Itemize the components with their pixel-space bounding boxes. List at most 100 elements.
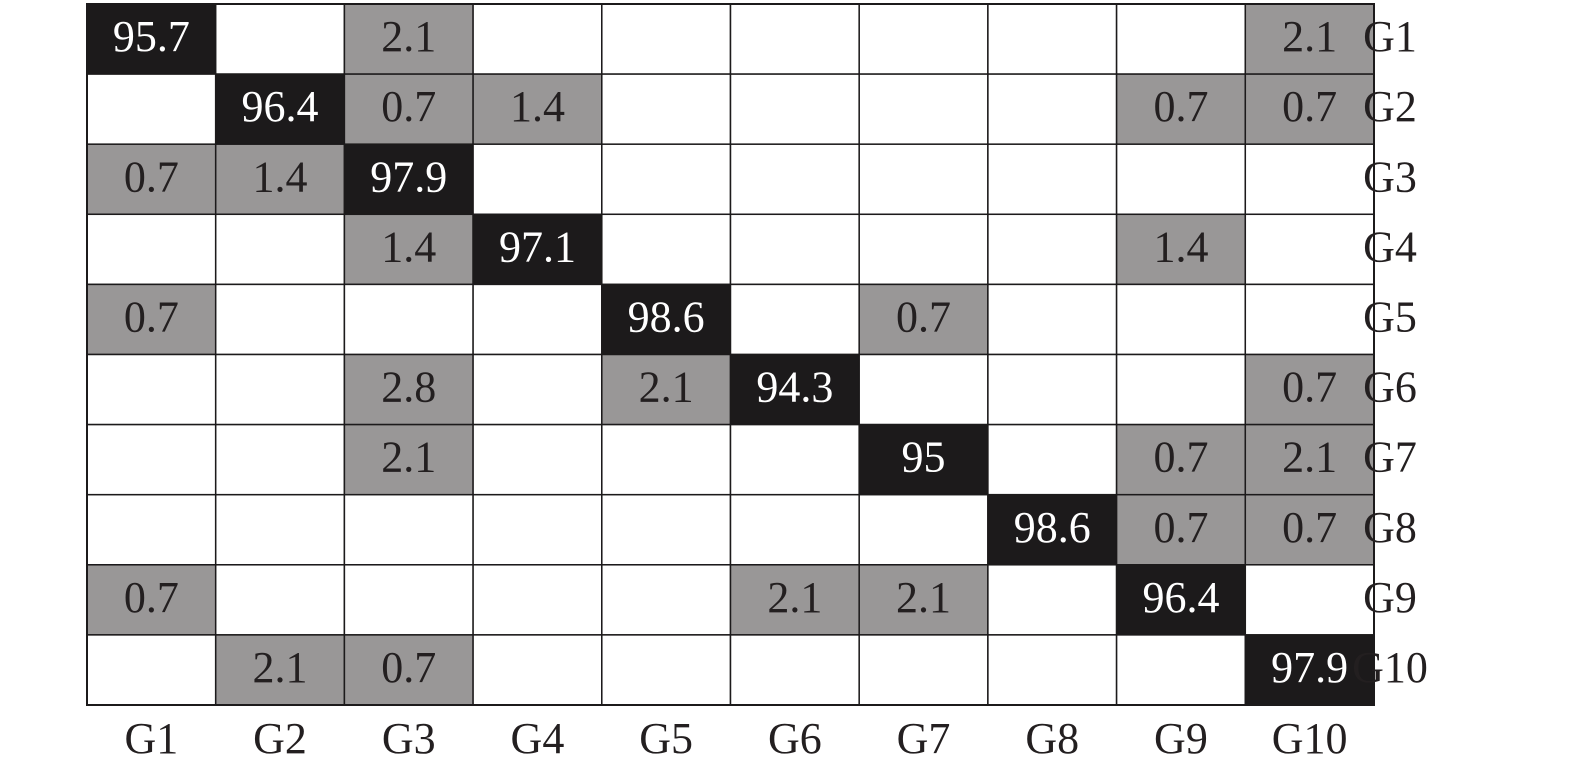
cell bbox=[343, 213, 474, 286]
y-tick-label: G2 bbox=[1363, 82, 1417, 131]
cell-label: 0.7 bbox=[1282, 363, 1337, 412]
cell-label: 2.1 bbox=[381, 433, 436, 482]
x-tick-label: G4 bbox=[511, 714, 565, 763]
x-tick-label: G7 bbox=[897, 714, 951, 763]
cell bbox=[729, 423, 860, 496]
cell bbox=[858, 143, 989, 216]
cell bbox=[1244, 423, 1375, 496]
cell bbox=[987, 283, 1118, 356]
cell bbox=[987, 3, 1118, 75]
cell-label: 96.4 bbox=[1142, 573, 1219, 622]
cell-label: 2.1 bbox=[639, 363, 694, 412]
cell bbox=[1115, 283, 1247, 356]
cell bbox=[858, 634, 989, 706]
cell bbox=[601, 634, 732, 706]
cell bbox=[729, 634, 860, 706]
cell bbox=[214, 3, 346, 75]
cell bbox=[987, 564, 1118, 636]
cell bbox=[1244, 283, 1375, 356]
cell-label: 97.9 bbox=[370, 152, 447, 201]
cell bbox=[858, 3, 989, 75]
cell bbox=[472, 353, 603, 426]
cell bbox=[86, 73, 217, 145]
cell bbox=[86, 564, 217, 636]
y-tick-label: G5 bbox=[1363, 293, 1417, 342]
cell bbox=[86, 3, 217, 75]
cell bbox=[987, 73, 1118, 145]
cell bbox=[858, 353, 989, 426]
cell bbox=[343, 353, 474, 426]
x-tick-label: G8 bbox=[1025, 714, 1079, 763]
cell bbox=[858, 73, 989, 145]
cell bbox=[472, 493, 603, 566]
cell-label: 2.1 bbox=[767, 573, 822, 622]
cell bbox=[472, 3, 603, 75]
cell-label: 97.1 bbox=[499, 222, 576, 271]
cell bbox=[343, 493, 474, 566]
cell bbox=[472, 564, 603, 636]
cell bbox=[1115, 213, 1247, 286]
cell bbox=[858, 283, 989, 356]
cell bbox=[214, 283, 346, 356]
cell bbox=[987, 634, 1118, 706]
cell bbox=[1115, 493, 1247, 566]
cell bbox=[601, 493, 732, 566]
cell bbox=[987, 353, 1118, 426]
y-tick-label: G6 bbox=[1363, 363, 1417, 412]
cell bbox=[601, 423, 732, 496]
cell bbox=[1115, 634, 1247, 706]
cell-label: 1.4 bbox=[381, 222, 436, 271]
cell-label: 2.8 bbox=[381, 363, 436, 412]
cell-label: 95.7 bbox=[113, 12, 190, 61]
cell-label: 0.7 bbox=[1153, 433, 1208, 482]
cell bbox=[729, 3, 860, 75]
cell bbox=[86, 353, 217, 426]
cell-label: 97.9 bbox=[1271, 643, 1348, 692]
cell bbox=[86, 213, 217, 286]
y-tick-label: G1 bbox=[1363, 12, 1417, 61]
cell bbox=[858, 493, 989, 566]
cell bbox=[1115, 3, 1247, 75]
cell bbox=[86, 423, 217, 496]
cell-label: 1.4 bbox=[510, 82, 565, 131]
cell bbox=[601, 564, 732, 636]
cell-label: 0.7 bbox=[124, 152, 179, 201]
cell bbox=[858, 423, 989, 496]
y-tick-label: G9 bbox=[1363, 573, 1417, 622]
y-tick-label: G7 bbox=[1363, 433, 1417, 482]
y-tick-label: G10 bbox=[1352, 643, 1428, 692]
cell bbox=[601, 213, 732, 286]
frame bbox=[86, 3, 1375, 706]
cell-label: 0.7 bbox=[124, 573, 179, 622]
cell-label: 0.7 bbox=[1153, 503, 1208, 552]
x-tick-label: G6 bbox=[768, 714, 822, 763]
cell bbox=[214, 143, 346, 216]
cell bbox=[1244, 213, 1375, 286]
cell-label: 2.1 bbox=[381, 12, 436, 61]
cell bbox=[729, 493, 860, 566]
y-tick-label: G4 bbox=[1363, 222, 1417, 271]
cell bbox=[472, 423, 603, 496]
cell-label: 2.1 bbox=[896, 573, 951, 622]
cell-label: 94.3 bbox=[756, 363, 833, 412]
cell-label: 0.7 bbox=[381, 643, 436, 692]
y-tick-label: G8 bbox=[1363, 503, 1417, 552]
cell bbox=[601, 143, 732, 216]
cell bbox=[858, 564, 989, 636]
cell-label: 2.1 bbox=[253, 643, 308, 692]
x-tick-label: G10 bbox=[1272, 714, 1348, 763]
cell-label: 96.4 bbox=[242, 82, 319, 131]
cell bbox=[1244, 353, 1375, 426]
cell bbox=[729, 73, 860, 145]
cell bbox=[86, 493, 217, 566]
x-tick-label: G9 bbox=[1154, 714, 1208, 763]
cell-label: 0.7 bbox=[896, 293, 951, 342]
x-tick-label: G5 bbox=[639, 714, 693, 763]
cell bbox=[1244, 493, 1375, 566]
cell bbox=[987, 213, 1118, 286]
cell bbox=[86, 634, 217, 706]
cell-label: 0.7 bbox=[1153, 82, 1208, 131]
cell bbox=[472, 634, 603, 706]
cell-label: 2.1 bbox=[1282, 433, 1337, 482]
cell bbox=[601, 353, 732, 426]
